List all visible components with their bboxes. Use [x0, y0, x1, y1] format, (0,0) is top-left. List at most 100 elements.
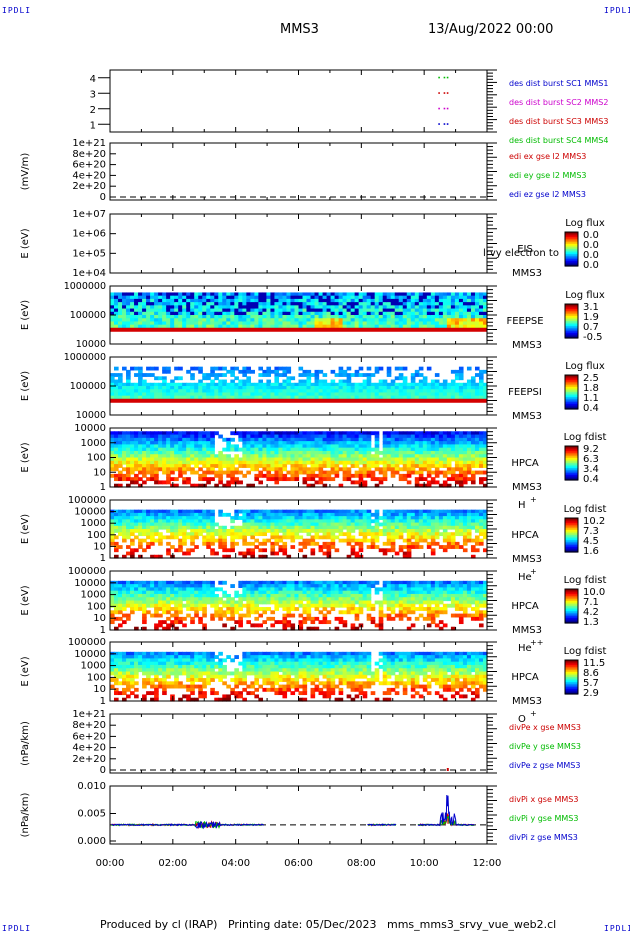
- spectrogram-cell-hpca_he1: [442, 538, 448, 543]
- spectrogram-cell-hpca_h: [210, 460, 215, 465]
- spectrogram-cell-hpca_he1: [346, 532, 352, 537]
- spectrogram-cell-feeps_e: [198, 298, 203, 303]
- spectrogram-cell-feeps_e: [442, 315, 448, 319]
- spectrogram-cell-hpca_h: [294, 434, 300, 439]
- spectrogram-cell-hpca_h: [178, 464, 183, 468]
- spectrogram-cell-hpca_he2: [190, 597, 195, 602]
- spectrogram-cell-hpca_he1: [270, 541, 276, 546]
- spectrogram-cell-feeps_e: [446, 298, 452, 303]
- spectrogram-cell-feeps_e: [314, 324, 320, 329]
- spectrogram-cell-hpca_h: [166, 460, 171, 465]
- spectrogram-cell-hpca_he1: [362, 532, 368, 537]
- spectrogram-cell-feeps_e: [310, 305, 316, 310]
- spectrogram-cell-hpca_he1: [202, 519, 207, 524]
- spectrogram-cell-hpca_he1: [138, 529, 143, 533]
- spectrogram-cell-hpca_he1: [338, 529, 344, 533]
- spectrogram-cell-hpca_he1: [254, 512, 259, 517]
- spectrogram-cell-hpca_he1: [290, 538, 296, 543]
- spectrogram-cell-feeps_i: [222, 395, 227, 400]
- spectrogram-cell-hpca_h: [422, 467, 428, 472]
- spectrogram-cell-feeps_e: [134, 298, 139, 303]
- spectrogram-cell-hpca_he2: [154, 626, 159, 631]
- spectrogram-cell-feeps_i: [362, 395, 368, 400]
- spectrogram-cell-feeps_i: [342, 382, 348, 387]
- spectrogram-cell-hpca_h: [410, 447, 416, 452]
- spectrogram-cell-hpca_he2: [262, 593, 268, 598]
- spectrogram-cell-hpca_he2: [254, 593, 259, 598]
- spectrogram-cell-hpca_h: [150, 444, 155, 449]
- spectrogram-cell-hpca_h: [470, 447, 476, 452]
- spectrogram-cell-hpca_he1: [354, 522, 360, 527]
- spectrogram-cell-hpca_h: [150, 437, 155, 442]
- spectrogram-cell-hpca_he1: [282, 548, 288, 553]
- spectrogram-cell-feeps_i: [430, 395, 436, 400]
- spectrogram-cell-hpca_h: [402, 431, 408, 436]
- spectrogram-cell-feeps_e: [178, 302, 183, 306]
- spectrogram-cell-hpca_he1: [274, 509, 280, 514]
- spectrogram-cell-hpca_h: [338, 450, 344, 455]
- spectrogram-cell-feeps_e: [266, 308, 272, 313]
- spectrogram-cell-hpca_h: [174, 437, 179, 442]
- spectrogram-cell-hpca_h: [270, 454, 276, 459]
- spectrogram-cell-hpca_h: [286, 470, 292, 475]
- spectrogram-cell-feeps_e: [478, 308, 484, 313]
- spectrogram-cell-feeps_e: [282, 295, 288, 300]
- spectrogram-cell-hpca_h: [214, 464, 219, 468]
- spectrogram-cell-hpca_h: [134, 460, 139, 465]
- spectrogram-cell-hpca_h: [394, 437, 400, 442]
- spectrogram-cell-feeps_e: [146, 305, 151, 310]
- spectrogram-cell-hpca_he1: [438, 522, 444, 527]
- spectrogram-cell-feeps_e: [330, 311, 336, 316]
- spectrogram-cell-hpca_he2: [222, 600, 227, 605]
- spectrogram-cell-feeps_e: [338, 308, 344, 313]
- spectrogram-cell-feeps_e: [242, 318, 247, 323]
- spectrogram-cell-hpca_he2: [178, 590, 183, 595]
- spectrogram-cell-hpca_h: [302, 434, 308, 439]
- spectrogram-cell-feeps_i: [226, 369, 231, 374]
- spectrogram-cell-hpca_h: [166, 454, 171, 459]
- y-tick-label-feeps_i: 10000: [76, 410, 106, 421]
- spectrogram-cell-feeps_i: [374, 369, 380, 374]
- spectrogram-cell-feeps_e: [186, 305, 191, 310]
- spectrogram-cell-hpca_he2: [258, 613, 264, 618]
- spectrogram-cell-feeps_i: [210, 395, 215, 400]
- spectrogram-cell-hpca_h: [286, 437, 292, 442]
- spectrogram-cell-hpca_he2: [110, 597, 115, 602]
- spectrogram-cell-feeps_i: [442, 379, 448, 384]
- spectrogram-cell-feeps_e: [418, 321, 424, 326]
- spectrogram-cell-feeps_e: [214, 302, 219, 306]
- spectrogram-cell-hpca_he1: [342, 516, 348, 520]
- spectrogram-cell-hpca_he1: [246, 529, 251, 533]
- spectrogram-cell-hpca_h: [202, 473, 207, 478]
- spectrogram-cell-hpca_he1: [238, 509, 243, 514]
- spectrogram-cell-feeps_e: [282, 302, 288, 306]
- spectrogram-cell-hpca_h: [314, 431, 320, 436]
- spectrogram-cell-feeps_e: [178, 311, 183, 316]
- spectrogram-cell-feeps_e: [366, 298, 372, 303]
- spectrogram-cell-feeps_i: [222, 379, 227, 384]
- spectrogram-cell-hpca_he2: [138, 593, 143, 598]
- spectrogram-cell-feeps_e: [166, 321, 171, 326]
- spectrogram-cell-feeps_e: [402, 315, 408, 319]
- spectrogram-cell-hpca_he2: [234, 607, 239, 611]
- burst-marker: [443, 76, 446, 79]
- spectrogram-cell-hpca_h: [230, 447, 235, 452]
- spectrogram-cell-hpca_he2: [194, 613, 199, 618]
- spectrogram-cell-feeps_i: [414, 373, 420, 377]
- spectrogram-cell-hpca_h: [466, 444, 472, 449]
- spectrogram-cell-feeps_e: [154, 315, 159, 319]
- spectrogram-cell-feeps_i: [178, 395, 183, 400]
- spectrogram-cell-feeps_e: [142, 308, 147, 313]
- spectrogram-cell-feeps_e: [426, 321, 432, 326]
- spectrogram-cell-hpca_he1: [122, 516, 127, 520]
- spectrogram-cell-feeps_e: [290, 308, 296, 313]
- spectrogram-cell-hpca_he2: [114, 603, 119, 608]
- spectrogram-cell-hpca_h: [358, 450, 364, 455]
- spectrogram-cell-hpca_he1: [310, 509, 316, 514]
- spectrogram-cell-hpca_he1: [346, 554, 352, 559]
- spectrogram-cell-hpca_h: [138, 434, 143, 439]
- spectrogram-cell-hpca_he1: [118, 525, 123, 530]
- spectrogram-cell-hpca_h: [318, 457, 324, 462]
- spectrogram-cell-hpca_h: [322, 483, 328, 488]
- spectrogram-cell-feeps_e: [246, 305, 251, 310]
